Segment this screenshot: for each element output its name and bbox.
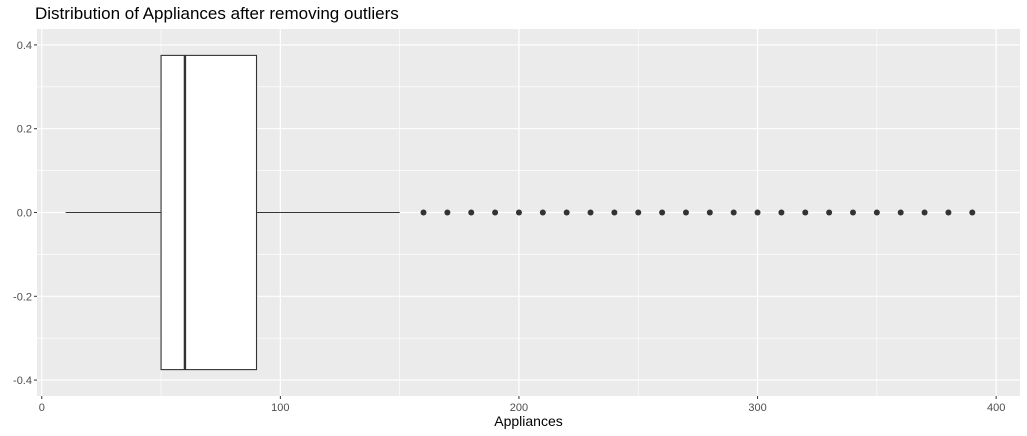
outlier-point — [539, 209, 546, 216]
x-tick-label: 300 — [748, 402, 766, 414]
x-tick-label: 100 — [271, 402, 289, 414]
outlier-point — [444, 209, 451, 216]
outlier-point — [873, 209, 880, 216]
y-axis: -0.4 -0.2 0.0 0.2 0.4 — [13, 40, 37, 387]
outlier-point — [778, 209, 785, 216]
y-tick-label: -0.2 — [13, 291, 32, 303]
outlier-point — [826, 209, 833, 216]
x-tick-label: 400 — [987, 402, 1005, 414]
outlier-point — [730, 209, 737, 216]
outlier-point — [802, 209, 809, 216]
outlier-point — [659, 209, 666, 216]
outlier-point — [587, 209, 594, 216]
outlier-point — [611, 209, 618, 216]
outliers-layer — [420, 209, 976, 216]
outlier-point — [420, 209, 427, 216]
outlier-point — [921, 209, 928, 216]
x-axis: 0 100 200 300 400 — [39, 396, 1005, 414]
grid-major — [37, 29, 1020, 396]
outlier-point — [515, 209, 522, 216]
outlier-point — [563, 209, 570, 216]
y-tick-label: -0.4 — [13, 375, 32, 387]
y-tick-label: 0.2 — [17, 124, 32, 136]
y-tick-label: 0.4 — [17, 40, 32, 52]
outlier-point — [635, 209, 642, 216]
outlier-point — [849, 209, 856, 216]
x-axis-title: Appliances — [494, 413, 563, 429]
outlier-point — [682, 209, 689, 216]
outlier-point — [492, 209, 499, 216]
x-tick-label: 0 — [39, 402, 45, 414]
outlier-point — [468, 209, 475, 216]
iqr-box — [160, 54, 258, 371]
outlier-point — [945, 209, 952, 216]
chart-title: Distribution of Appliances after removin… — [35, 4, 399, 23]
boxplot-layer — [65, 54, 400, 371]
outlier-point — [969, 209, 976, 216]
y-tick-label: 0.0 — [17, 208, 32, 220]
outlier-point — [706, 209, 713, 216]
outlier-point — [754, 209, 761, 216]
outlier-point — [897, 209, 904, 216]
x-tick-label: 200 — [510, 402, 528, 414]
